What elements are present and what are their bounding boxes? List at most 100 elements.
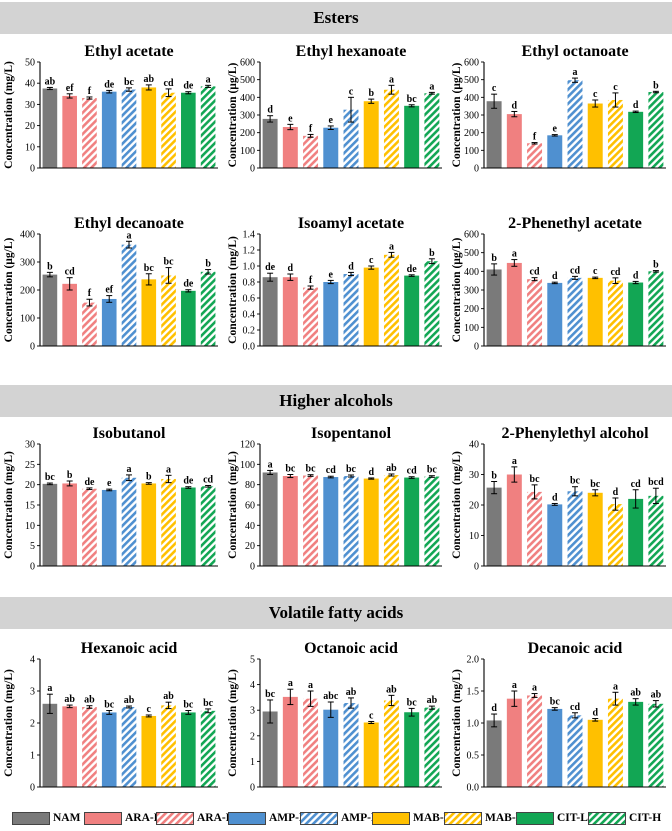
significance-letter: ab (163, 691, 174, 702)
significance-letter: b (146, 472, 152, 483)
y-tick-label: 0.5 (467, 751, 480, 762)
error-bar (348, 96, 354, 123)
bar-amp-h (343, 476, 359, 566)
bar-nam (262, 277, 278, 346)
significance-letter: a (268, 459, 273, 470)
bar-cit-h (424, 93, 440, 168)
error-bar (145, 84, 152, 91)
error-bar (86, 298, 93, 307)
significance-letter: d (348, 261, 354, 272)
bar-ara-l (506, 698, 522, 787)
chart-2-phenylethyl-alcohol: 2-Phenylethyl alcohol Concentration (mg/L… (451, 425, 666, 573)
legend-label: MAB-L (413, 812, 452, 824)
chart-isopentanol: Isopentanol Concentration (mg/L) 0 20 40 60 80… (227, 425, 442, 573)
significance-letter: d (552, 271, 558, 282)
bar-mab-l (363, 101, 379, 168)
significance-letter: a (288, 678, 293, 689)
significance-letter: bc (427, 465, 438, 476)
bar-amp-h (343, 274, 359, 346)
error-bar (267, 115, 274, 123)
legend-swatch (516, 811, 554, 825)
error-bar (287, 474, 294, 479)
significance-letter: a (308, 680, 313, 691)
error-bar (66, 277, 73, 291)
chart-title: Ethyl octanoate (521, 43, 628, 60)
y-tick-label: 0 (474, 164, 479, 175)
bar-amp-l (101, 489, 117, 566)
error-bar (106, 710, 113, 715)
bar-mab-h (607, 504, 623, 566)
y-tick-label: 20 (245, 541, 255, 552)
error-bar (531, 142, 538, 145)
y-tick-label: 0 (250, 164, 255, 175)
error-bar (287, 688, 294, 706)
significance-letter: cd (570, 702, 580, 713)
error-bar (592, 99, 599, 108)
section-volatile-fatty-acids: Volatile fatty acids (0, 597, 672, 629)
chart-octanoic-acid: Octanoic acid Concentration (mg/L) 0 1 2 3 4 5 b… (227, 640, 442, 794)
significance-letter: ab (651, 690, 662, 701)
significance-letter: d (633, 100, 639, 111)
bar-nam (42, 274, 58, 346)
error-bar (205, 484, 212, 488)
legend: NAM ARA-L ARA-H AMP-L AMP-H MAB-L MAB-H … (12, 809, 662, 827)
error-bar (185, 289, 192, 293)
bar-cit-h (648, 271, 664, 346)
axes (39, 444, 218, 567)
error-bar (46, 86, 53, 91)
bar-nam (262, 118, 278, 168)
y-tick-label: 600 (240, 58, 255, 69)
bar-ara-h (82, 302, 97, 346)
bar-mab-l (587, 277, 603, 346)
error-bar (145, 714, 152, 718)
bar-cit-l (404, 105, 420, 168)
bar-ara-h (527, 279, 543, 346)
y-tick-label: 0 (30, 164, 35, 175)
y-tick-label: 100 (240, 146, 255, 157)
error-bar (46, 482, 53, 486)
y-tick-label: 10 (25, 521, 35, 532)
significance-letter: bc (407, 94, 418, 105)
error-bar (106, 488, 113, 492)
bar-cit-l (628, 498, 644, 566)
legend-item-ara-h: ARA-H (156, 809, 235, 827)
error-bar (106, 89, 113, 94)
significance-letter: b (368, 88, 374, 99)
error-bar (612, 277, 619, 284)
chart-title: Ethyl decanoate (74, 215, 184, 232)
axes (39, 234, 218, 347)
significance-letter: bc (144, 263, 155, 274)
y-tick-label: 20 (25, 121, 35, 132)
section-esters: Esters (0, 2, 672, 34)
bar-ara-h (527, 695, 543, 787)
bar-mab-h (607, 280, 623, 346)
y-tick-label: 0 (30, 562, 35, 573)
y-tick-label: 50 (25, 58, 35, 69)
significance-letter: ab (143, 74, 154, 85)
chart-hexanoic-acid: Hexanoic acid Concentration (mg/L) 0 1 2 3 4 a a… (3, 640, 218, 794)
y-tick-label: 1.0 (467, 719, 480, 730)
bar-mab-h (161, 92, 176, 168)
bar-ara-h (303, 698, 319, 787)
legend-label: MAB-H (485, 812, 525, 824)
error-bar (652, 700, 659, 708)
bar-ara-h (303, 135, 319, 168)
error-bar (327, 475, 334, 479)
error-bar (511, 110, 518, 118)
significance-letter: de (183, 81, 194, 92)
y-tick-label: 0 (250, 783, 255, 794)
legend-label: CIT-H (629, 812, 662, 824)
significance-letter: c (492, 83, 497, 94)
bar-mab-h (383, 89, 399, 168)
chart-2-phenethyl-acetate: 2-Phenethyl acetate Concentration (µg/L) 0… (451, 215, 666, 353)
significance-letter: bc (590, 479, 601, 490)
bar-mab-h (161, 275, 176, 346)
bar-cit-h (648, 92, 664, 168)
bar-amp-l (101, 298, 117, 346)
bar-nam (486, 487, 502, 566)
error-bar (612, 92, 619, 108)
chart-title: Hexanoic acid (81, 640, 178, 657)
significance-letter: a (573, 67, 578, 78)
significance-letter: cd (65, 267, 75, 278)
significance-letter: a (47, 683, 52, 694)
